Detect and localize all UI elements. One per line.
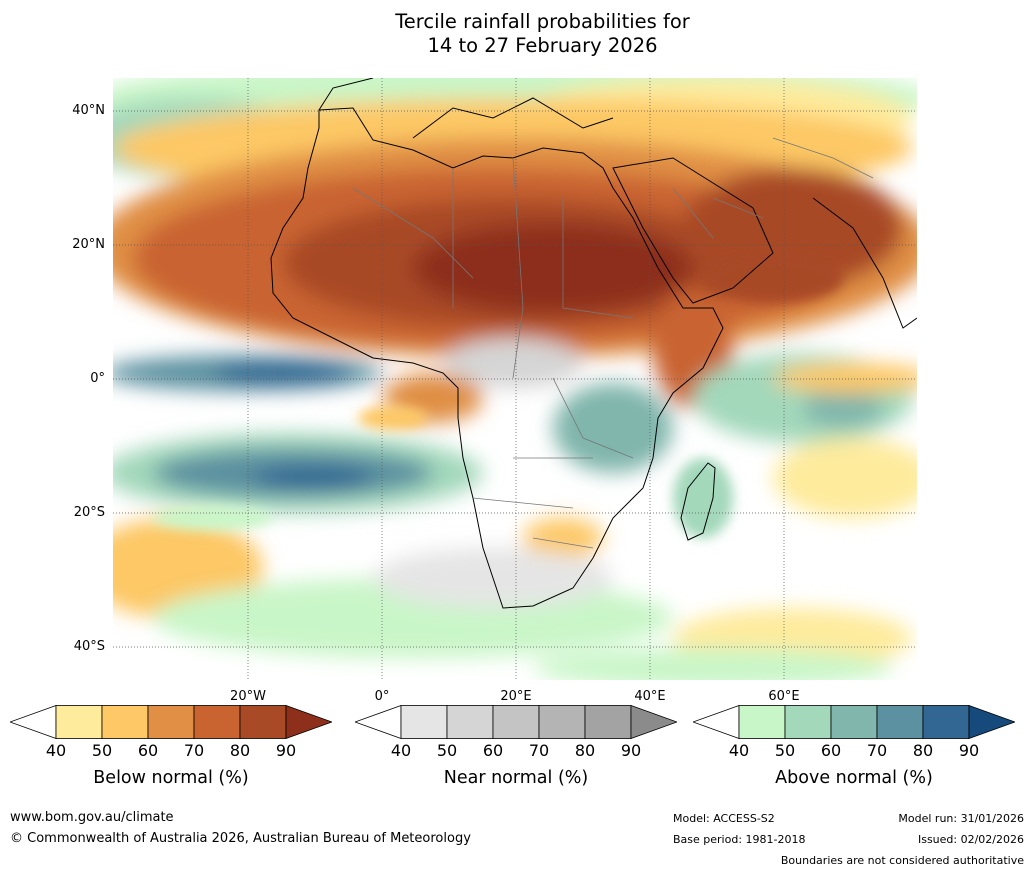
colorbar-above-normal <box>693 705 1015 739</box>
colorbar-swatch <box>55 705 103 739</box>
colorbar-swatch <box>147 705 195 739</box>
colorbar-tick-label: 60 <box>482 741 504 760</box>
colorbar-swatch <box>584 705 632 739</box>
colorbar-tick-label: 50 <box>774 741 796 760</box>
colorbar-swatch <box>922 705 970 739</box>
base-period: Base period: 1981-2018 <box>673 833 806 846</box>
colorbar-above-label: Above normal (%) <box>775 768 933 788</box>
colorbar-swatch <box>830 705 878 739</box>
lat-label-20s: 20°S <box>73 505 105 520</box>
rainfall-probability-map <box>113 78 917 680</box>
map-canvas <box>113 78 917 680</box>
lat-label-0: 0° <box>90 371 105 386</box>
colorbar-swatch <box>101 705 149 739</box>
colorbar-swatches <box>693 705 1015 739</box>
colorbar-near-label: Near normal (%) <box>443 768 589 788</box>
colorbar-tick-label: 70 <box>183 741 205 760</box>
colorbar-under-triangle <box>10 705 57 739</box>
colorbar-tick-label: 60 <box>820 741 842 760</box>
india-coastline <box>812 197 917 329</box>
colorbar-swatch <box>400 705 448 739</box>
colorbar-tick-label: 40 <box>390 741 412 760</box>
colorbar-swatch <box>784 705 832 739</box>
model-name: Model: ACCESS-S2 <box>673 812 775 825</box>
bom-website-link[interactable]: www.bom.gov.au/climate <box>10 810 174 825</box>
colorbar-tick-label: 70 <box>528 741 550 760</box>
colorbar-over-triangle <box>630 705 677 739</box>
colorbar-tick-label: 80 <box>912 741 934 760</box>
colorbar-tick-label: 80 <box>574 741 596 760</box>
colorbar-tick-label: 70 <box>866 741 888 760</box>
colorbar-tick-label: 90 <box>620 741 642 760</box>
lon-label-0: 0° <box>374 689 390 704</box>
colorbar-below-ticks: 40 50 60 70 80 90 <box>10 741 332 761</box>
lon-label-40e: 40°E <box>634 689 666 704</box>
boundaries-disclaimer: Boundaries are not considered authoritat… <box>780 854 1024 867</box>
colorbar-swatches <box>10 705 332 739</box>
lat-label-40s: 40°S <box>73 639 105 654</box>
colorbar-over-triangle <box>285 705 332 739</box>
colorbar-below-normal <box>10 705 332 739</box>
issued-date: Issued: 02/02/2026 <box>917 833 1024 846</box>
colorbar-near-normal <box>355 705 677 739</box>
colorbar-above-ticks: 40 50 60 70 80 90 <box>693 741 1015 761</box>
colorbar-swatch <box>446 705 494 739</box>
colorbar-tick-label: 50 <box>91 741 113 760</box>
colorbar-tick-label: 90 <box>275 741 297 760</box>
country-borders <box>352 137 874 549</box>
colorbar-tick-label: 50 <box>436 741 458 760</box>
colorbar-swatch <box>538 705 586 739</box>
colorbar-tick-label: 40 <box>45 741 67 760</box>
colorbar-swatch <box>193 705 241 739</box>
colorbar-tick-label: 60 <box>137 741 159 760</box>
colorbar-near-ticks: 40 50 60 70 80 90 <box>355 741 677 761</box>
arabia-coastline <box>612 157 774 304</box>
colorbar-under-triangle <box>355 705 402 739</box>
lon-label-20w: 20°W <box>230 689 266 704</box>
colorbar-swatch <box>492 705 540 739</box>
lon-label-20e: 20°E <box>500 689 532 704</box>
lat-label-20n: 20°N <box>72 237 105 252</box>
colorbar-over-triangle <box>968 705 1015 739</box>
colorbar-swatch <box>876 705 924 739</box>
madagascar-coastline <box>680 462 716 541</box>
lat-label-40n: 40°N <box>72 103 105 118</box>
colorbar-under-triangle <box>693 705 740 739</box>
colorbar-swatches <box>355 705 677 739</box>
colorbar-tick-label: 80 <box>229 741 251 760</box>
title-line-2: 14 to 27 February 2026 <box>427 34 658 57</box>
map-title: Tercile rainfall probabilities for 14 to… <box>0 10 1035 58</box>
copyright-text: © Commonwealth of Australia 2026, Austra… <box>10 831 471 846</box>
colorbar-swatch <box>239 705 287 739</box>
africa-coastline <box>270 107 724 609</box>
colorbar-below-label: Below normal (%) <box>93 768 249 788</box>
europe-coastline <box>318 78 614 139</box>
colorbar-tick-label: 90 <box>958 741 980 760</box>
colorbar-tick-label: 40 <box>728 741 750 760</box>
model-run-date: Model run: 31/01/2026 <box>898 812 1024 825</box>
colorbar-swatch <box>738 705 786 739</box>
lon-label-60e: 60°E <box>768 689 800 704</box>
title-line-1: Tercile rainfall probabilities for <box>395 10 690 33</box>
